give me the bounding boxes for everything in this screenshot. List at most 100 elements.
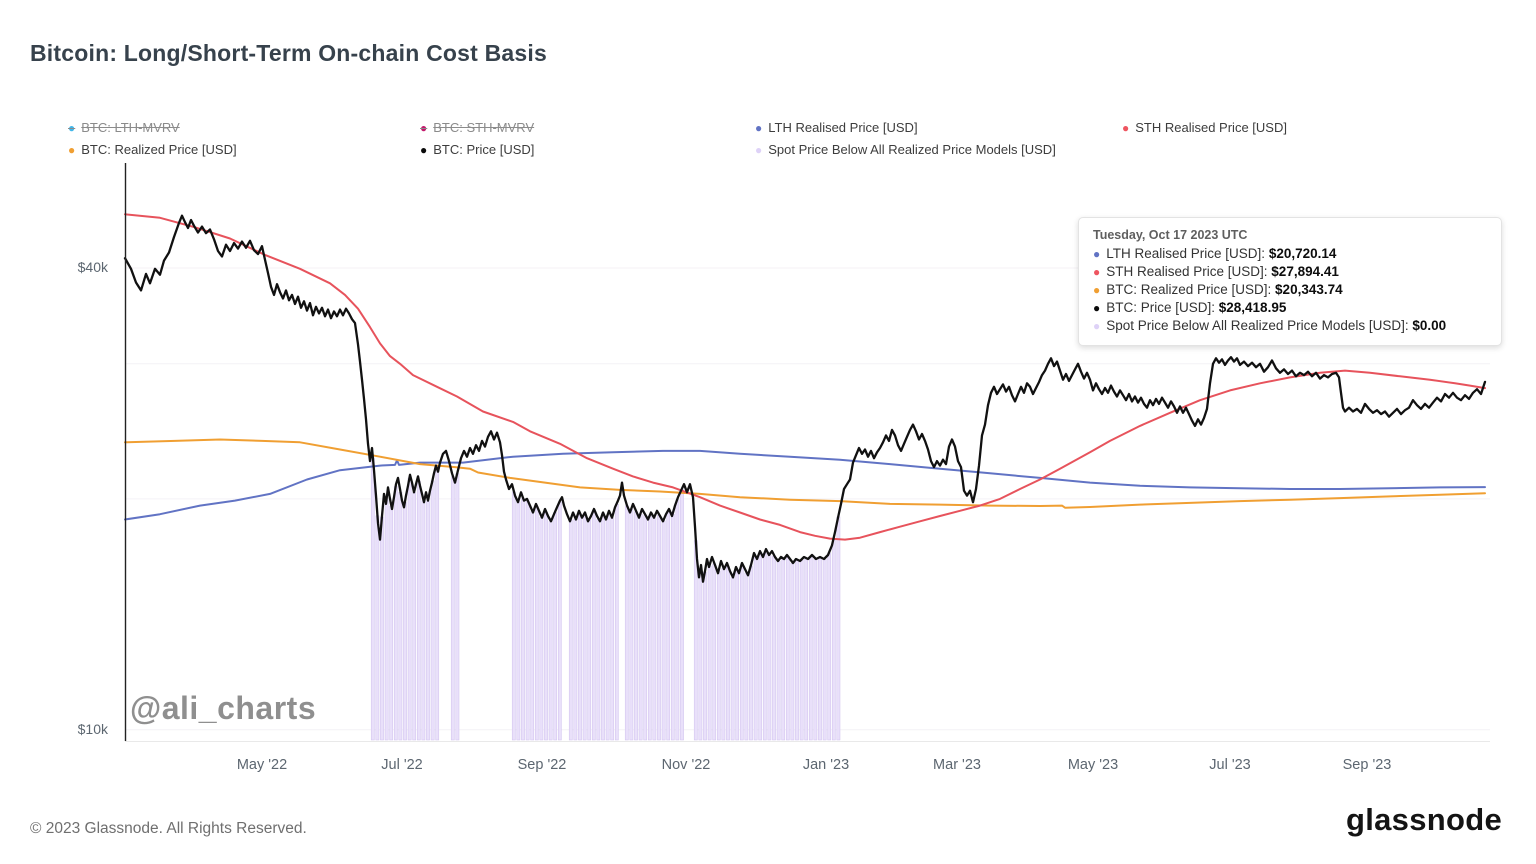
spot-below-models-bar — [818, 557, 822, 741]
spot-below-models-bar — [666, 511, 671, 741]
tooltip-dot-icon: ● — [1093, 301, 1101, 315]
spot-below-models-bar — [403, 502, 407, 741]
legend-item[interactable]: ● Spot Price Below All Realized Price Mod… — [755, 142, 1056, 157]
spot-below-models-bar — [647, 516, 652, 741]
spot-below-models-bar — [435, 470, 440, 741]
spot-below-models-bar — [675, 499, 680, 741]
spot-below-models-bar — [624, 505, 629, 741]
tooltip-row: ● LTH Realised Price [USD]: $20,720.14 — [1093, 246, 1487, 261]
legend-label: BTC: Realized Price [USD] — [81, 142, 237, 157]
spot-below-models-bar — [836, 516, 841, 741]
spot-below-models-bar — [661, 520, 666, 741]
tooltip-row: ● BTC: Price [USD]: $28,418.95 — [1093, 300, 1487, 315]
spot-below-models-bar — [421, 500, 426, 741]
legend-item[interactable]: ● BTC: Realized Price [USD] — [68, 142, 237, 157]
x-axis-label: May '22 — [236, 757, 288, 773]
legend-item[interactable]: ● BTC: LTH-MVRV — [68, 120, 180, 135]
spot-below-models-bar — [450, 476, 455, 741]
spot-below-models-bar — [525, 500, 530, 741]
tooltip-rows: ● LTH Realised Price [USD]: $20,720.14 ● ST… — [1093, 246, 1487, 333]
spot-below-models-bar — [707, 565, 712, 741]
spot-below-models-bar — [416, 480, 421, 741]
spot-below-models-bar — [544, 512, 548, 741]
series-line-realized — [124, 438, 1486, 509]
spot-below-models-bar — [698, 569, 703, 741]
spot-below-models-bar — [389, 505, 394, 741]
spot-below-models-bar — [530, 511, 535, 741]
spot-below-models-bar — [762, 553, 767, 741]
spot-below-models-bar — [670, 513, 675, 741]
legend-item[interactable]: ● LTH Realised Price [USD] — [755, 120, 918, 135]
page-title: Bitcoin: Long/Short-Term On-chain Cost B… — [30, 40, 547, 66]
spot-below-models-bar — [735, 570, 740, 741]
spot-below-models-bar — [652, 517, 657, 741]
spot-below-models-bar — [827, 552, 832, 741]
legend-dot-icon: ● — [755, 143, 763, 157]
spot-below-models-bar — [610, 517, 615, 741]
series-line-price — [123, 214, 1487, 583]
legend-label: Spot Price Below All Realized Price Mode… — [768, 142, 1056, 157]
spot-below-models-bar — [739, 564, 744, 741]
legend-dot-icon: ● — [68, 143, 76, 157]
spot-below-models-bar — [680, 489, 684, 741]
spot-below-models-bar — [758, 552, 763, 741]
spot-below-models-bar — [629, 509, 634, 741]
spot-below-models-bar — [553, 512, 558, 741]
legend-label: LTH Realised Price [USD] — [768, 120, 918, 135]
spot-below-models-bar — [393, 486, 398, 741]
legend-dot-icon: ● — [420, 143, 428, 157]
spot-below-models-bar — [539, 517, 544, 741]
spot-below-models-bar — [430, 480, 435, 741]
spot-below-models-bar — [657, 514, 661, 741]
spot-below-models-bar — [587, 519, 592, 741]
spot-below-models-bar — [721, 568, 726, 741]
spot-below-models-bar — [511, 491, 516, 741]
spot-below-models-bar — [370, 457, 375, 741]
spot-below-models-bar — [813, 559, 818, 741]
spot-below-models-bar — [596, 519, 601, 741]
spot-below-models-bar — [521, 498, 525, 741]
tooltip-date: Tuesday, Oct 17 2023 UTC — [1093, 228, 1248, 242]
spot-below-models-bar — [693, 540, 698, 741]
legend-label: BTC: STH-MVRV — [433, 120, 535, 135]
tooltip-dot-icon: ● — [1093, 283, 1101, 297]
footer-copyright: © 2023 Glassnode. All Rights Reserved. — [30, 820, 307, 837]
spot-below-models-bar — [638, 513, 643, 741]
spot-below-models-bar — [591, 510, 596, 741]
tooltip-label: BTC: Price [USD]: — [1106, 300, 1219, 315]
y-axis-label: $10k — [77, 720, 108, 737]
x-axis-label: Sep '23 — [1342, 757, 1392, 773]
tooltip-value: $20,343.74 — [1275, 282, 1343, 297]
tooltip-value: $20,720.14 — [1268, 246, 1337, 261]
spot-below-models-bar — [753, 556, 758, 741]
y-axis-label: $40k — [77, 259, 108, 275]
spot-below-models-bar — [795, 560, 799, 741]
spot-below-models-bar — [573, 518, 578, 741]
spot-below-models-bar — [426, 501, 430, 741]
legend-item[interactable]: ● BTC: STH-MVRV — [420, 120, 534, 135]
x-axis-label: Sep '22 — [517, 757, 567, 773]
spot-below-models-bar — [831, 538, 836, 741]
tooltip-row: ● STH Realised Price [USD]: $27,894.41 — [1093, 264, 1487, 279]
spot-below-models-bar — [412, 492, 417, 741]
legend-item[interactable]: ● BTC: Price [USD] — [420, 142, 534, 157]
legend-item[interactable]: ● STH Realised Price [USD] — [1122, 120, 1287, 135]
legend-label: BTC: Price [USD] — [433, 142, 535, 157]
legend-dot-icon: ● — [68, 121, 76, 135]
spot-below-models-bar — [605, 515, 610, 741]
spot-below-models-bar — [744, 572, 749, 741]
tooltip-dot-icon: ● — [1093, 319, 1101, 333]
tooltip-dot-icon: ● — [1093, 247, 1101, 261]
series-line-sth — [124, 213, 1486, 541]
spot-below-models-bar — [808, 556, 813, 741]
spot-below-models-bar — [557, 501, 562, 741]
tooltip-value: $28,418.95 — [1218, 300, 1287, 315]
spot-below-models-bar — [776, 560, 781, 741]
tooltip-label: STH Realised Price [USD]: — [1106, 264, 1272, 279]
tooltip-dot-icon: ● — [1093, 265, 1101, 279]
tooltip: Tuesday, Oct 17 2023 UTC ● LTH Realised P… — [1078, 217, 1502, 346]
series-line-lth — [124, 449, 1486, 521]
spot-below-models-bar — [534, 506, 539, 741]
